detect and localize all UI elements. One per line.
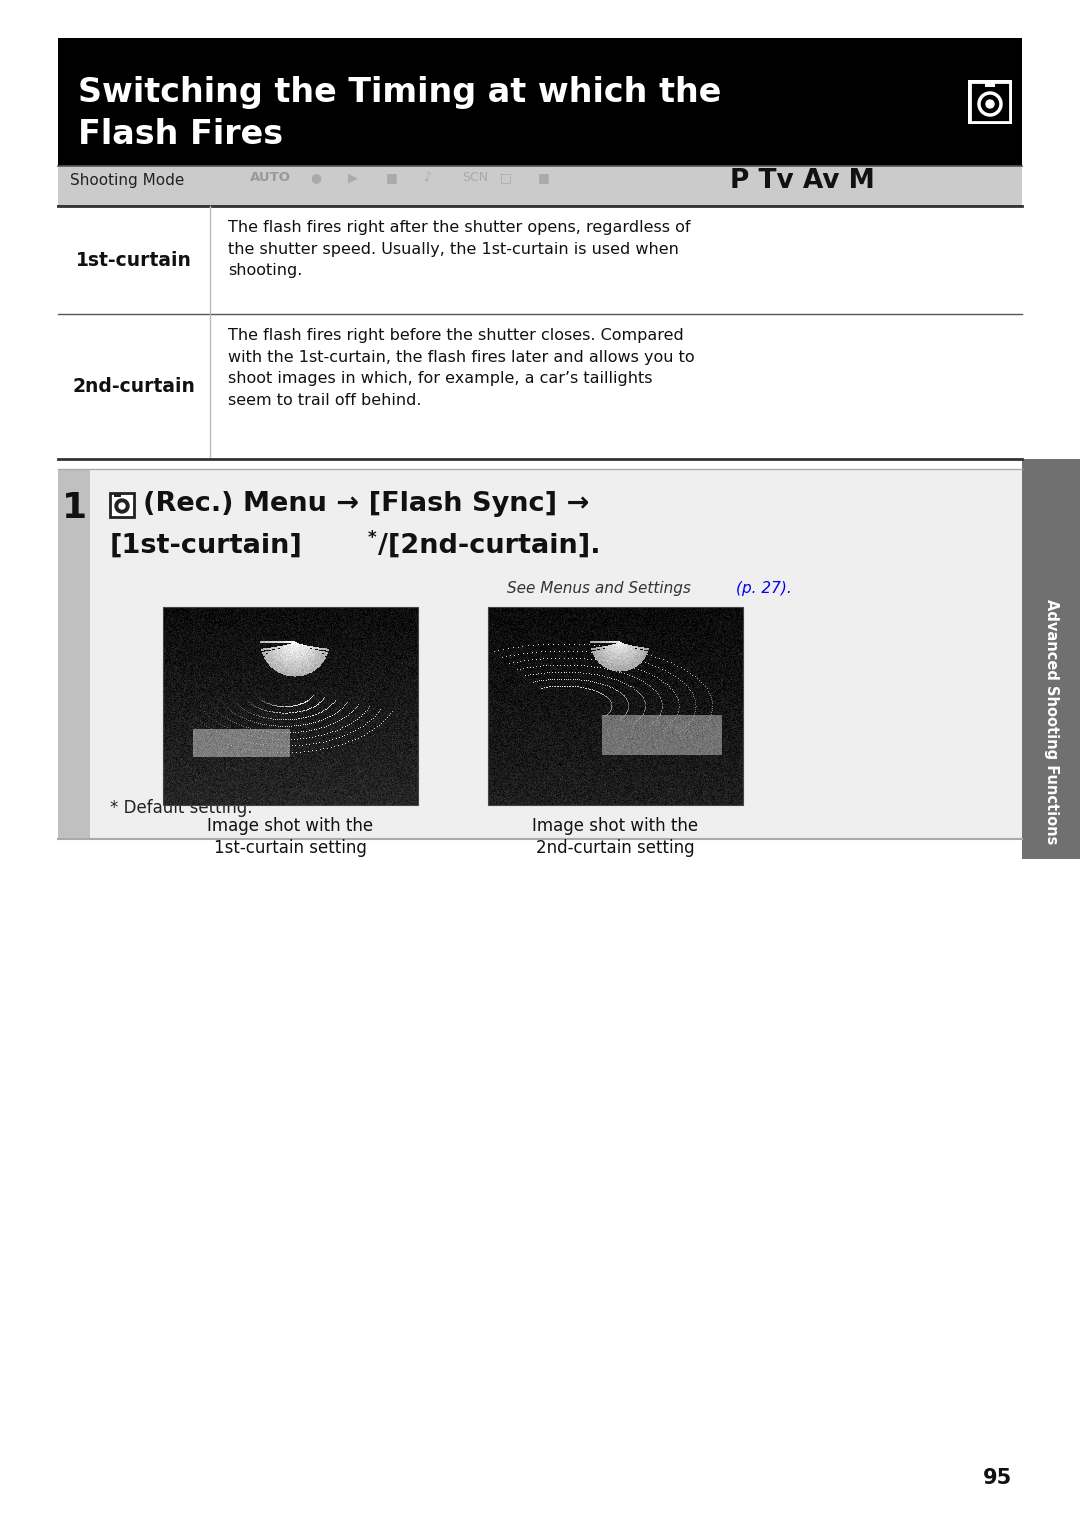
Bar: [488, 607, 743, 805]
Circle shape: [114, 499, 129, 513]
Text: 1st-curtain setting: 1st-curtain setting: [214, 840, 366, 856]
Text: 95: 95: [983, 1468, 1012, 1488]
Circle shape: [986, 100, 994, 108]
Text: 1: 1: [62, 491, 86, 525]
Text: ■: ■: [386, 170, 397, 184]
Bar: [58, 468, 90, 840]
Text: 2nd-curtain setting: 2nd-curtain setting: [536, 840, 694, 856]
Bar: [90, 468, 1022, 840]
Text: SCN: SCN: [462, 170, 488, 184]
Bar: [1022, 459, 1080, 859]
Bar: [114, 493, 121, 497]
Bar: [968, 81, 1012, 125]
Text: Image shot with the: Image shot with the: [207, 817, 373, 835]
Text: 2nd-curtain: 2nd-curtain: [72, 377, 195, 395]
Text: □: □: [500, 170, 512, 184]
Bar: [58, 166, 1022, 205]
Text: ♪: ♪: [424, 170, 432, 184]
Bar: [970, 82, 1010, 122]
Bar: [163, 607, 418, 805]
Bar: [110, 493, 134, 517]
Text: 1st-curtain: 1st-curtain: [76, 251, 192, 269]
Text: The flash fires right after the shutter opens, regardless of
the shutter speed. : The flash fires right after the shutter …: [228, 221, 690, 278]
Bar: [58, 38, 1022, 166]
Text: [1st-curtain]: [1st-curtain]: [110, 532, 302, 560]
Text: See Menus and Settings: See Menus and Settings: [507, 581, 696, 596]
Text: ▶: ▶: [348, 170, 357, 184]
Text: (Rec.) Menu → [Flash Sync] →: (Rec.) Menu → [Flash Sync] →: [143, 491, 590, 517]
Text: Advanced Shooting Functions: Advanced Shooting Functions: [1043, 599, 1058, 844]
Text: P Tv Av M: P Tv Av M: [730, 167, 875, 195]
Text: Flash Fires: Flash Fires: [78, 119, 283, 151]
Text: ■: ■: [538, 170, 550, 184]
Circle shape: [119, 503, 125, 510]
Text: *: *: [368, 529, 377, 548]
Text: The flash fires right before the shutter closes. Compared
with the 1st-curtain, : The flash fires right before the shutter…: [228, 329, 694, 408]
Text: /[2nd-curtain].: /[2nd-curtain].: [378, 532, 600, 560]
Bar: [985, 81, 995, 87]
Text: Image shot with the: Image shot with the: [532, 817, 698, 835]
Text: * Default setting.: * Default setting.: [110, 799, 253, 817]
Text: Shooting Mode: Shooting Mode: [70, 173, 185, 189]
Text: AUTO: AUTO: [249, 170, 291, 184]
Text: ●: ●: [310, 170, 321, 184]
Text: (p. 27).: (p. 27).: [735, 581, 792, 596]
Text: Switching the Timing at which the: Switching the Timing at which the: [78, 76, 721, 110]
